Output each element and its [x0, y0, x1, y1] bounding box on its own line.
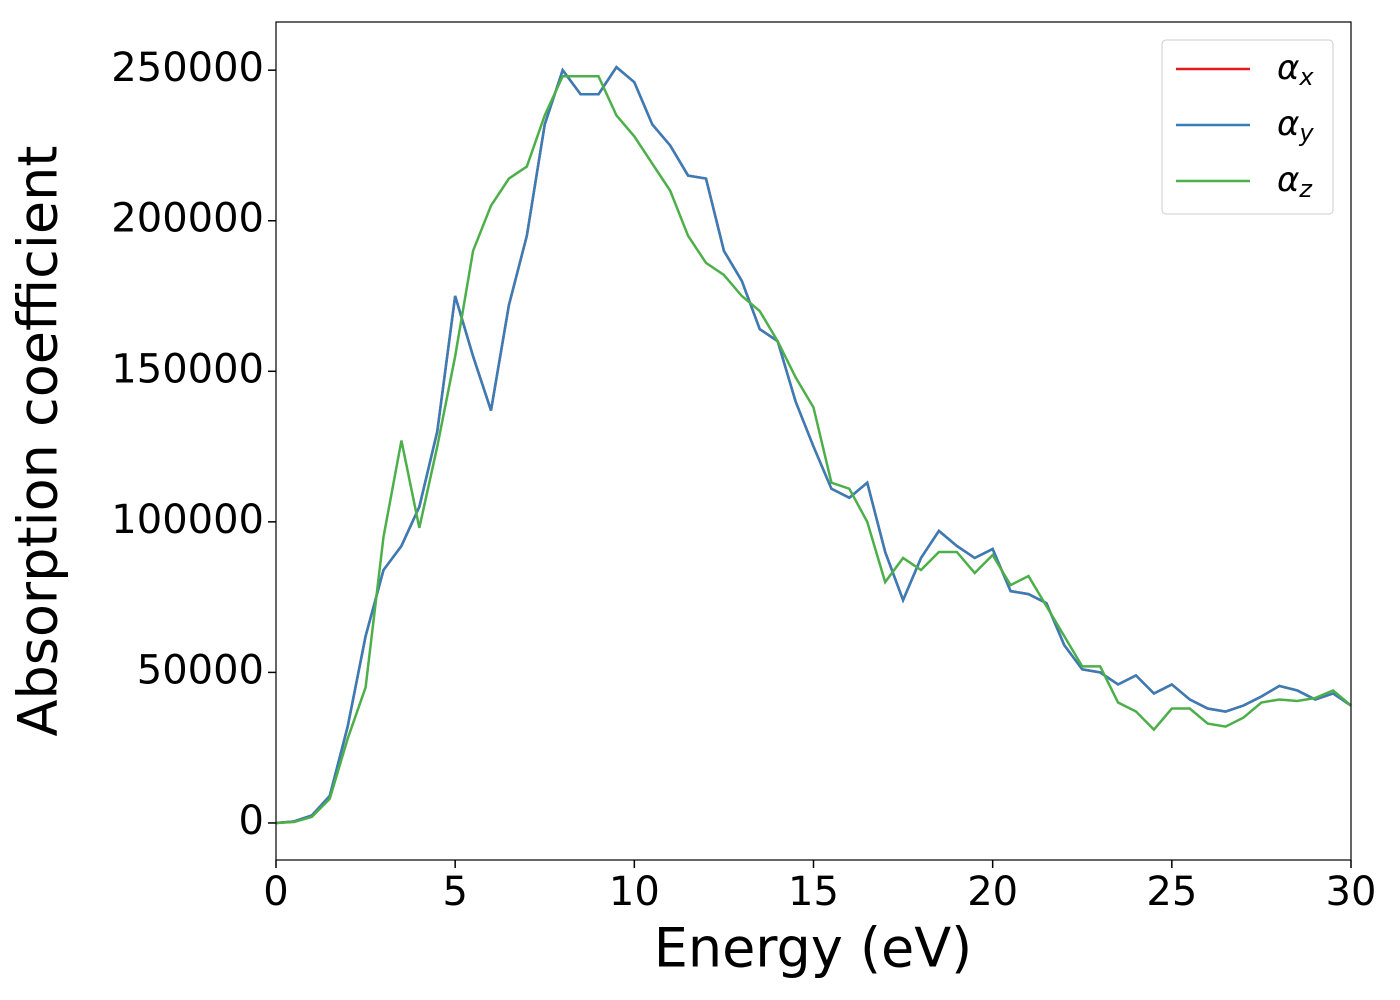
- x-tick-label: 25: [1146, 869, 1197, 915]
- legend-box: [1161, 39, 1334, 215]
- series-line: [275, 74, 1352, 825]
- y-axis-label: Absorption coefficient: [7, 146, 70, 737]
- series-line: [275, 65, 1352, 825]
- x-tick-label: 15: [788, 869, 839, 915]
- y-tick-label: 150000: [111, 346, 264, 392]
- x-tick-label: 10: [609, 869, 660, 915]
- y-tick-label: 200000: [111, 196, 264, 242]
- legend-label: αx: [1277, 48, 1314, 92]
- y-tick-label: 250000: [111, 45, 264, 91]
- y-tick-label: 50000: [137, 647, 264, 693]
- y-tick-label: 100000: [111, 497, 264, 543]
- y-tick-label: 0: [239, 798, 264, 844]
- legend-label: αy: [1277, 104, 1314, 148]
- x-tick-label: 20: [967, 869, 1018, 915]
- x-tick-label: 30: [1326, 869, 1377, 915]
- legend-label: αz: [1277, 160, 1313, 204]
- x-tick-label: 5: [442, 869, 467, 915]
- x-tick-label: 0: [263, 869, 288, 915]
- x-axis-label: Energy (eV): [654, 917, 973, 980]
- plot-frame: [275, 21, 1352, 861]
